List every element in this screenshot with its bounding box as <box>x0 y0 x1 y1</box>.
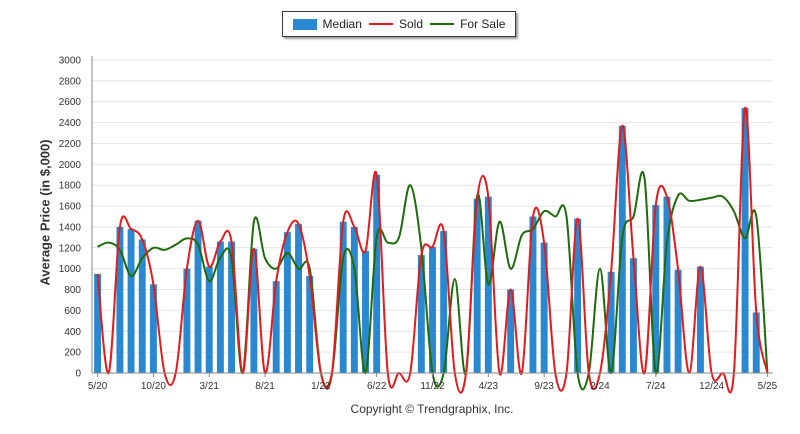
y-tick-label: 2600 <box>59 97 82 108</box>
y-tick-label: 2800 <box>59 76 82 87</box>
y-tick-label: 2200 <box>59 139 82 150</box>
y-tick-label: 1400 <box>59 222 82 233</box>
bar-median[interactable] <box>696 266 704 373</box>
y-tick-label: 2400 <box>59 118 82 129</box>
bar-median[interactable] <box>94 273 102 373</box>
bar-median[interactable] <box>250 248 258 373</box>
y-tick-label: 800 <box>64 285 81 296</box>
line-sold[interactable] <box>96 106 769 394</box>
x-tick-label: 12/24 <box>699 381 724 392</box>
bar-median[interactable] <box>283 232 291 373</box>
bar-median[interactable] <box>752 312 760 373</box>
bar-median[interactable] <box>674 269 682 373</box>
bar-median[interactable] <box>350 226 358 373</box>
x-tick-label: 3/21 <box>199 381 219 392</box>
y-tick-label: 400 <box>64 327 81 338</box>
bar-median[interactable] <box>138 239 146 373</box>
x-tick-label: 11/22 <box>420 381 445 392</box>
y-tick-label: 1600 <box>59 202 82 213</box>
y-tick-label: 600 <box>64 306 81 317</box>
x-tick-label: 8/21 <box>255 381 275 392</box>
y-tick-label: 1200 <box>59 243 82 254</box>
legend-swatch-for-sale <box>430 23 455 25</box>
copyright: Copyright © Trendgraphix, Inc. <box>350 402 514 416</box>
bar-median[interactable] <box>272 281 280 373</box>
x-tick-label: 10/20 <box>141 381 166 392</box>
y-tick-label: 0 <box>75 369 81 380</box>
y-tick-label: 1000 <box>59 264 82 275</box>
bars-median <box>94 107 760 374</box>
x-tick-label: 2/24 <box>590 381 610 392</box>
bar-median[interactable] <box>574 218 582 373</box>
x-tick-label: 5/20 <box>88 381 108 392</box>
y-axis-label: Average Price (in $,000) <box>37 139 53 286</box>
legend-swatch-sold <box>368 23 393 25</box>
legend-item-median[interactable]: Median <box>292 17 362 31</box>
bar-median[interactable] <box>362 250 369 373</box>
bar-median[interactable] <box>629 258 637 373</box>
y-tick-label: 3000 <box>59 56 82 67</box>
bar-median[interactable] <box>373 174 381 373</box>
bar-median[interactable] <box>216 241 224 373</box>
legend-item-sold[interactable]: Sold <box>368 17 423 31</box>
x-tick-label: 5/25 <box>758 381 778 392</box>
bar-median[interactable] <box>741 107 749 373</box>
bar-median[interactable] <box>429 246 436 373</box>
bar-median[interactable] <box>440 231 448 373</box>
x-tick-label: 7/24 <box>646 381 666 392</box>
bar-median[interactable] <box>652 205 660 373</box>
bar-median[interactable] <box>339 221 347 373</box>
bar-median[interactable] <box>540 242 548 373</box>
bar-median[interactable] <box>473 198 481 373</box>
bar-median[interactable] <box>205 266 213 373</box>
x-tick-label: 9/23 <box>534 381 554 392</box>
legend-label-for-sale: For Sale <box>460 17 506 31</box>
bar-median[interactable] <box>295 223 302 373</box>
legend-label-sold: Sold <box>398 17 423 31</box>
bar-median[interactable] <box>417 255 425 373</box>
legend-item-for-sale[interactable]: For Sale <box>430 17 505 31</box>
bar-median[interactable] <box>306 275 314 373</box>
axes: 0 200 400 600 800 1000 1200 1400 1600 1800 2000 220… <box>59 56 778 393</box>
bar-median[interactable] <box>663 196 671 373</box>
bar-median[interactable] <box>507 289 515 373</box>
bar-median[interactable] <box>618 125 626 373</box>
x-tick-label: 6/22 <box>367 381 387 392</box>
bar-median[interactable] <box>228 241 236 373</box>
y-tick-label: 200 <box>64 348 81 359</box>
y-tick-label: 2000 <box>59 160 82 171</box>
y-tick-label: 1800 <box>59 181 82 192</box>
bar-median[interactable] <box>149 284 157 373</box>
bar-median[interactable] <box>529 216 537 374</box>
bar-median[interactable] <box>116 226 124 373</box>
legend-label-median: Median <box>322 17 362 31</box>
bar-median[interactable] <box>607 271 615 373</box>
bar-median[interactable] <box>183 268 191 373</box>
legend: Median Sold For Sale <box>282 11 516 37</box>
x-tick-label: 4/23 <box>479 381 499 392</box>
x-tick-label: 1/22 <box>311 381 331 392</box>
bar-median[interactable] <box>127 229 135 373</box>
bar-median[interactable] <box>194 220 202 373</box>
legend-swatch-median <box>292 18 317 30</box>
